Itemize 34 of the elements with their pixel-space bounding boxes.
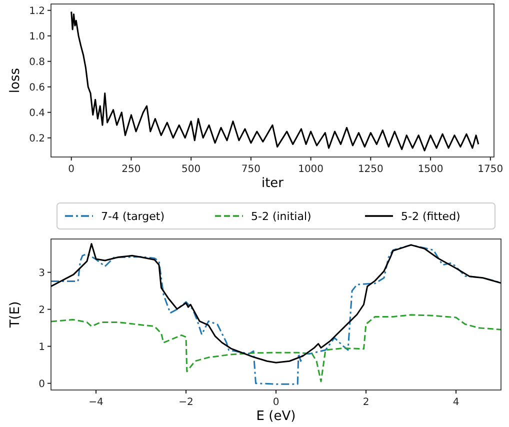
y-tick-label: 2 [38,304,45,316]
y-axis-title: loss [8,68,23,94]
line-series [70,10,480,152]
line-series [51,243,501,364]
x-tick-label: 1750 [478,164,504,175]
x-tick-label: 4 [452,397,460,408]
y-tick-label: 0 [38,378,45,390]
y-tick-label: 0.4 [29,108,45,119]
y-tick-label: 0.2 [29,133,45,144]
line-series [51,314,501,382]
y-tick-label: 1.2 [29,6,45,17]
y-tick-label: 3 [38,268,45,279]
x-axis-title: E (eV) [256,409,296,424]
x-axis-title: iter [261,176,284,191]
x-tick-label: 2 [362,397,370,408]
legend-label: 7-4 (target) [101,210,164,223]
x-tick-label: 250 [122,164,141,175]
x-tick-label: 1500 [418,164,444,175]
y-tick-label: 1.0 [29,31,45,42]
x-tick-label: 750 [241,164,260,175]
x-tick-label: 1250 [358,164,384,175]
x-tick-label: −2 [178,397,194,408]
y-tick-label: 1 [38,342,45,353]
x-tick-label: 0 [272,397,280,408]
legend-label: 5-2 (fitted) [401,210,460,223]
x-tick-label: 1000 [298,164,324,175]
x-tick-label: 500 [182,164,201,175]
y-tick-label: 0.6 [29,82,45,94]
y-tick-label: 0.8 [29,56,45,68]
legend-label: 5-2 (initial) [251,210,312,223]
x-tick-label: −4 [88,397,104,408]
y-axis-title: T(E) [8,301,23,329]
x-tick-label: 0 [68,164,75,175]
line-series [51,244,501,385]
